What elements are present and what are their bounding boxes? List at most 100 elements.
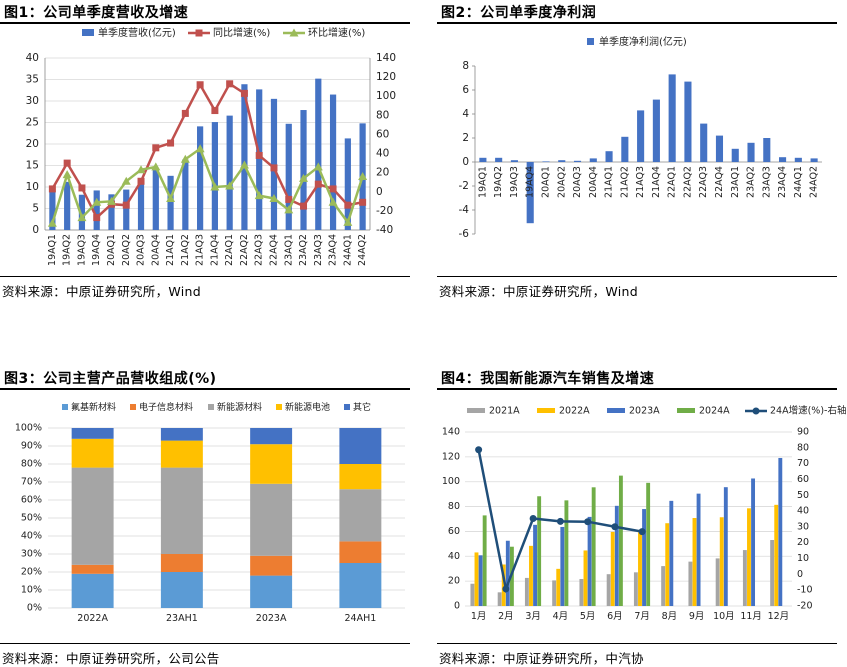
revenue-bar	[93, 190, 100, 230]
x-tick-label: 19AQ2	[62, 234, 73, 266]
revenue-bar	[285, 123, 292, 230]
x-tick-label: 22AQ3	[254, 234, 265, 266]
x-tick-label: 24AH1	[344, 613, 376, 624]
revenue-bar	[256, 89, 263, 230]
yoy-point	[359, 198, 367, 206]
revenue-bar	[108, 194, 115, 230]
revenue-bar	[197, 126, 204, 230]
qoq-point	[254, 191, 264, 200]
title-rule	[437, 22, 837, 24]
qoq-point	[313, 162, 323, 171]
source-rule	[0, 276, 410, 277]
stack-segment	[160, 572, 203, 608]
qoq-point	[121, 176, 131, 185]
sales-bar-2021A	[633, 572, 638, 606]
sales-bar-2021A	[770, 540, 775, 606]
sales-bar-2023A	[723, 487, 728, 606]
y-tick-left: 25	[26, 117, 39, 129]
sales-bar-2022A	[719, 517, 724, 606]
qoq-point	[358, 171, 368, 180]
y-tick-right: 0	[376, 186, 383, 198]
y-tick-left: 40	[448, 551, 460, 562]
net-profit-bar	[652, 99, 660, 162]
growth-point	[502, 585, 510, 593]
sales-bar-2023A	[642, 509, 647, 606]
x-tick-label: 20AQ3	[136, 234, 147, 266]
net-profit-chart: -6 -4 -2 0 2 4 6 8 19AQ1 19AQ2 19AQ3 19AQ4 20AQ1 20AQ…	[459, 35, 822, 240]
qoq-point	[180, 154, 190, 163]
x-tick-label: 12月	[768, 611, 790, 622]
y-tick: 2	[462, 132, 469, 144]
revenue-bar	[211, 122, 218, 230]
legend-label: 2021A	[489, 406, 520, 417]
net-profit-bar	[621, 136, 629, 162]
sales-bar-2021A	[742, 550, 747, 606]
y-tick-left: 20	[26, 138, 39, 150]
yoy-point	[181, 109, 189, 117]
x-tick-label: 22AQ1	[667, 166, 678, 198]
x-tick-label: 20AQ4	[588, 166, 599, 198]
y-tick-right: 40	[376, 148, 389, 160]
revenue-bar	[241, 84, 248, 230]
y-tick-left: 5	[32, 203, 39, 215]
revenue-bar	[49, 189, 56, 230]
net-profit-bar	[794, 157, 802, 162]
y-tick-right: -40	[376, 224, 393, 236]
stack-segment	[339, 428, 382, 464]
sales-bar-2021A	[661, 566, 666, 606]
qoq-point	[328, 197, 338, 206]
sales-bar-2024A	[618, 475, 623, 606]
y-tick-left: 30	[26, 95, 39, 107]
legend-swatch	[587, 38, 594, 45]
yoy-point	[63, 159, 71, 167]
x-tick-label: 19AQ4	[525, 166, 536, 198]
yoy-point	[122, 201, 130, 209]
panel-revenue: 图1：公司单季度营收及增速 0 5 10 15 20 25 30 35 40 -40 -20 0 20 4…	[0, 0, 410, 300]
x-tick-label: 20AQ3	[572, 166, 583, 198]
net-profit-bar	[526, 162, 534, 224]
y-tick: -6	[459, 228, 470, 240]
stack-segment	[71, 428, 114, 439]
chart-title: 图1：公司单季度营收及增速	[4, 5, 189, 21]
source-rule	[0, 643, 410, 644]
qoq-point	[47, 218, 57, 227]
stack-segment	[339, 541, 382, 563]
y-tick-right: -10	[797, 585, 813, 596]
net-profit-bar	[779, 157, 787, 162]
growth-point	[475, 446, 483, 454]
x-tick-label: 6月	[607, 611, 623, 622]
x-tick-label: 20AQ2	[556, 166, 567, 198]
growth-point	[529, 515, 537, 523]
legend-swatch	[208, 404, 214, 410]
x-tick-label: 20AQ1	[540, 166, 551, 198]
sales-bar-2023A	[505, 540, 510, 606]
legend-swatch	[607, 408, 625, 413]
title-rule	[437, 388, 837, 390]
yoy-point	[255, 151, 263, 159]
legend-marker	[289, 28, 299, 37]
net-profit-bar	[637, 110, 645, 162]
yoy-point	[226, 80, 234, 88]
net-profit-bar	[731, 148, 739, 162]
x-tick-label: 19AQ1	[477, 166, 488, 198]
x-tick-label: 22AQ2	[682, 166, 693, 198]
x-tick-label: 21AQ3	[195, 234, 206, 266]
legend-label: 新能源电池	[285, 401, 330, 413]
revenue-bar	[226, 115, 233, 230]
x-tick-label: 22AQ2	[239, 234, 250, 266]
legend-label: 单季度净利润(亿元)	[599, 35, 687, 48]
y-tick: 10%	[21, 585, 42, 596]
y-tick-right: 20	[797, 537, 809, 548]
yoy-point	[196, 81, 204, 89]
yoy-point	[240, 89, 248, 97]
x-tick-label: 21AQ1	[165, 234, 176, 266]
sales-bar-2024A	[646, 482, 651, 606]
y-tick-left: 80	[448, 501, 460, 512]
legend-label: 其它	[353, 401, 371, 413]
net-profit-bar	[684, 81, 692, 162]
yoy-point	[211, 107, 219, 115]
revenue-bar	[64, 181, 71, 230]
legend-label: 24A增速(%)-右轴	[770, 405, 846, 417]
sales-bar-2023A	[560, 526, 565, 606]
net-profit-bar	[810, 158, 818, 162]
